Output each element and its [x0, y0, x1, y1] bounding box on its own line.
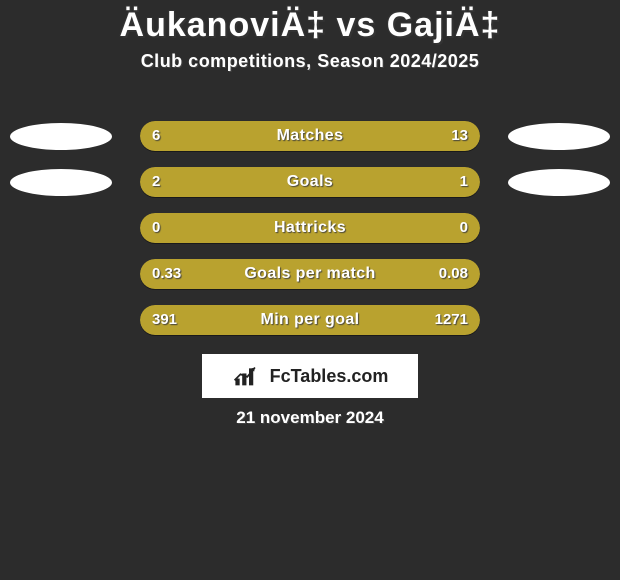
left-team-marker: [10, 123, 112, 150]
stat-row: Goals2 1: [0, 164, 620, 210]
page-title: ÄukanoviÄ‡ vs GajiÄ‡: [0, 0, 620, 45]
stat-rows-container: Matches6 13 Goals2 1 Hattricks0 0 Goals per ma…: [0, 118, 620, 348]
stat-bar: Goals per match0.33 0.08: [140, 259, 480, 289]
stat-row: Matches6 13: [0, 118, 620, 164]
stat-right-value: 1271: [435, 305, 468, 335]
footer-date: 21 november 2024: [0, 408, 620, 428]
stat-bar: Hattricks0 0: [140, 213, 480, 243]
stat-left-value: 0.33: [152, 259, 181, 289]
right-team-marker: [508, 169, 610, 196]
stat-label: Matches: [140, 121, 480, 151]
stat-right-value: 1: [460, 167, 468, 197]
stat-left-value: 2: [152, 167, 160, 197]
stat-right-value: 13: [451, 121, 468, 151]
stat-bar: Matches6 13: [140, 121, 480, 151]
stat-label: Goals: [140, 167, 480, 197]
stat-right-value: 0.08: [439, 259, 468, 289]
stat-row: Goals per match0.33 0.08: [0, 256, 620, 302]
stat-label: Goals per match: [140, 259, 480, 289]
stat-right-value: 0: [460, 213, 468, 243]
stat-row: Min per goal391 1271: [0, 302, 620, 348]
stat-left-value: 0: [152, 213, 160, 243]
comparison-card: ÄukanoviÄ‡ vs GajiÄ‡ Club competitions, …: [0, 0, 620, 580]
stat-left-value: 391: [152, 305, 177, 335]
chart-icon: [232, 362, 266, 390]
stat-bar: Goals2 1: [140, 167, 480, 197]
stat-label: Hattricks: [140, 213, 480, 243]
left-team-marker: [10, 169, 112, 196]
stat-bar: Min per goal391 1271: [140, 305, 480, 335]
source-logo-text: FcTables.com: [270, 366, 389, 387]
stat-left-value: 6: [152, 121, 160, 151]
source-logo-box: FcTables.com: [202, 354, 418, 398]
page-subtitle: Club competitions, Season 2024/2025: [0, 51, 620, 72]
stat-row: Hattricks0 0: [0, 210, 620, 256]
stat-label: Min per goal: [140, 305, 480, 335]
right-team-marker: [508, 123, 610, 150]
